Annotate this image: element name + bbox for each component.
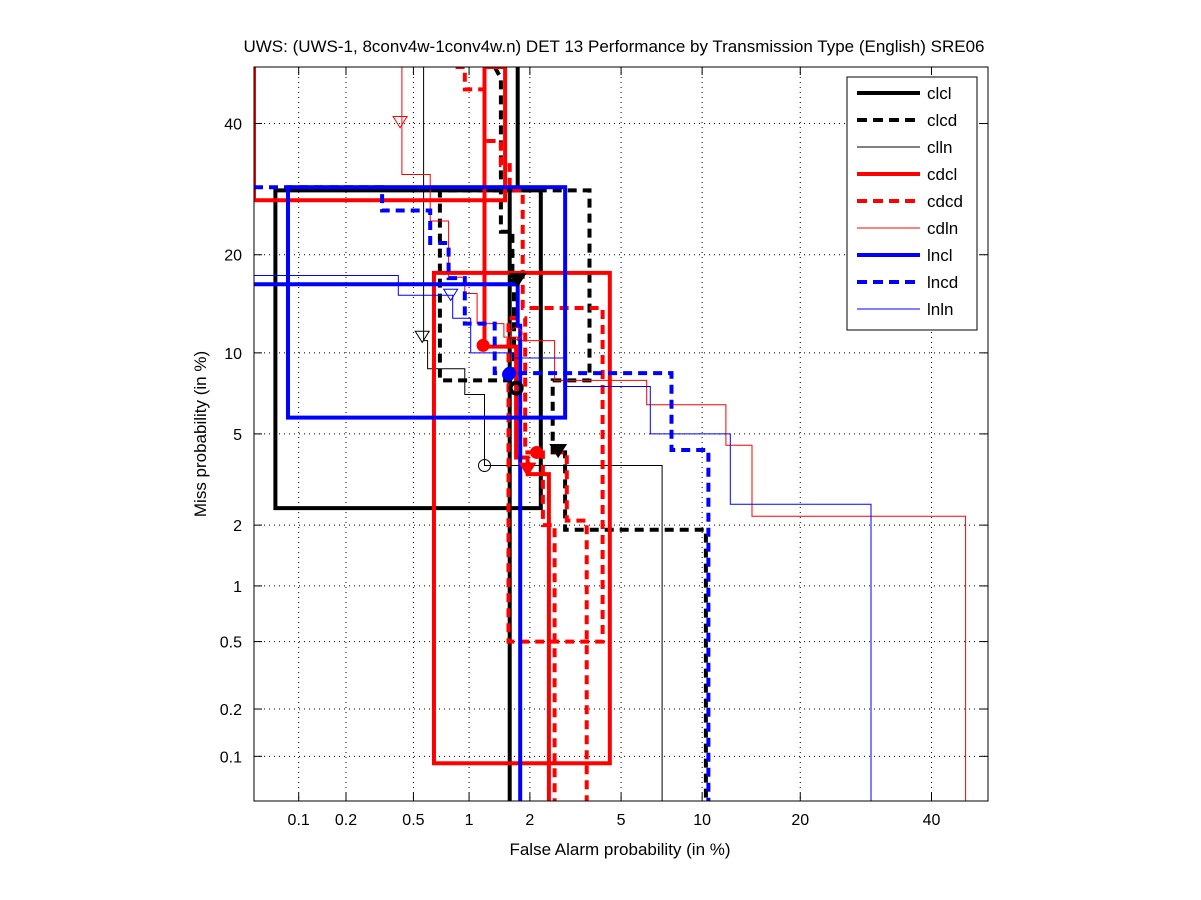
legend-label: clln [927,138,953,157]
y-tick-label: 1 [233,579,242,596]
x-tick-label: 0.5 [402,812,424,829]
clln-marker [414,330,431,344]
x-tick-label: 40 [923,812,941,829]
legend: clcl clcd clln cdcl cdcd cdln lncl lncd lnln [846,76,978,331]
y-tick-label: 0.5 [220,635,242,652]
series-clcd [437,67,708,801]
y-tick-label: 5 [233,427,242,444]
clln-marker [478,459,492,473]
legend-label: clcl [927,84,952,103]
clcd-marker [549,443,568,459]
series-lncl [254,282,523,801]
clcl-marker [508,380,524,396]
series-cdcd-segment [554,450,589,801]
y-tick-label: 10 [224,346,242,363]
legend-label: lnln [927,300,953,319]
cdcd-marker [530,445,544,459]
clcl-marker [508,273,527,288]
y-tick-label: 0.2 [220,702,242,719]
legend-label: cdcd [927,192,963,211]
lnln-marker [442,288,459,302]
legend-label: cdln [927,219,958,238]
x-tick-label: 1 [465,812,474,829]
x-axis-label: False Alarm probability (in %) [509,840,730,859]
series-cdcd [455,67,605,801]
chart-title: UWS: (UWS-1, 8conv4w-1conv4w.n) DET 13 P… [243,37,984,56]
y-tick-label: 20 [224,248,242,265]
series-group [254,67,967,801]
y-tick-label: 2 [233,518,242,535]
legend-label: cdcl [927,165,957,184]
cdln-marker [392,116,409,129]
x-axis: 0.1 0.2 0.5 1 2 5 10 20 40 [288,67,941,829]
x-tick-label: 0.1 [288,812,310,829]
y-tick-label: 40 [224,117,242,134]
x-tick-label: 20 [791,812,809,829]
series-lncd [254,185,711,801]
x-tick-label: 0.2 [335,812,357,829]
legend-label: lncl [927,246,953,265]
legend-label: clcd [927,111,957,130]
cdcl-marker [518,462,537,477]
markers-group [392,116,568,477]
y-axis: 0.1 0.2 0.5 1 2 5 10 20 40 [220,117,988,766]
x-tick-label: 5 [617,812,626,829]
y-tick-label: 0.1 [220,749,242,766]
series-clln [423,67,663,801]
series-lnln [254,275,872,801]
series-cdcl [254,67,551,801]
lncd-marker [502,368,516,382]
series-lncl-box [285,185,568,420]
y-axis-label: Miss probability (in %) [191,351,210,517]
legend-label: lncd [927,273,958,292]
x-tick-label: 10 [693,812,711,829]
cdln-marker [509,327,523,341]
x-tick-label: 2 [525,812,534,829]
cdcl-marker [476,338,490,352]
